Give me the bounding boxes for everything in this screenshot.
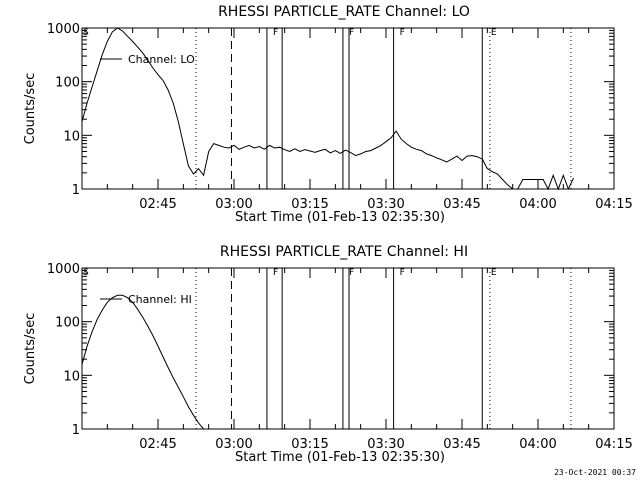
chart-title: RHESSI PARTICLE_RATE Channel: LO — [218, 4, 470, 20]
x-tick-label: 04:15 — [595, 437, 632, 452]
x-tick-label: 03:45 — [443, 437, 480, 452]
chart-hi-channel: RHESSI PARTICLE_RATE Channel: HI 1 10 100 10… — [23, 244, 633, 465]
x-axis-label: Start Time (01-Feb-13 02:35:30) — [235, 450, 445, 465]
x-tick-label: 03:15 — [291, 197, 328, 212]
plot-frame — [81, 267, 615, 430]
legend-label: Channel: HI — [128, 293, 192, 306]
series-line — [81, 294, 209, 430]
y-tick-label: 1000 — [47, 22, 80, 37]
y-tick-label: 100 — [55, 76, 80, 91]
y-axis-label: Counts/sec — [23, 313, 38, 385]
x-tick-label: 02:45 — [139, 437, 176, 452]
flag-marker-s: S — [83, 28, 89, 38]
y-tick-label: 10 — [63, 129, 80, 144]
flag-marker-f: F — [349, 268, 354, 278]
flag-marker-e: E — [491, 28, 497, 38]
x-tick-label: 04:15 — [595, 197, 632, 212]
flag-marker-f: F — [349, 28, 354, 38]
y-axis-label: Counts/sec — [23, 73, 38, 145]
x-axis-label: Start Time (01-Feb-13 02:35:30) — [235, 210, 445, 225]
y-tick-label: 100 — [55, 316, 80, 331]
x-tick-label: 03:00 — [215, 197, 252, 212]
x-tick-label: 03:15 — [291, 437, 328, 452]
flag-marker-f: F — [400, 268, 405, 278]
x-tick-label: 03:30 — [367, 197, 404, 212]
y-tick-label: 1000 — [47, 262, 80, 277]
series-line — [81, 27, 574, 191]
legend-label: Channel: LO — [128, 53, 195, 66]
x-tick-label: 03:00 — [215, 437, 252, 452]
date-stamp: 23-Oct-2021 00:37 — [554, 468, 636, 477]
chart-title: RHESSI PARTICLE_RATE Channel: HI — [220, 244, 468, 260]
x-tick-label: 03:45 — [443, 197, 480, 212]
plot-frame — [81, 27, 615, 190]
x-tick-label: 03:30 — [367, 437, 404, 452]
x-tick-label: 04:00 — [519, 437, 556, 452]
flag-marker-f: F — [273, 28, 278, 38]
flag-marker-f: F — [273, 268, 278, 278]
flag-marker-e: E — [491, 268, 497, 278]
y-tick-label: 1 — [72, 183, 80, 198]
flag-marker-s: S — [83, 268, 89, 278]
y-tick-label: 1 — [72, 423, 80, 438]
chart-lo-channel: RHESSI PARTICLE_RATE Channel: LO 1 10 100 10… — [23, 4, 633, 225]
x-tick-label: 02:45 — [139, 197, 176, 212]
x-tick-label: 04:00 — [519, 197, 556, 212]
flag-marker-f: F — [400, 28, 405, 38]
y-tick-label: 10 — [63, 369, 80, 384]
